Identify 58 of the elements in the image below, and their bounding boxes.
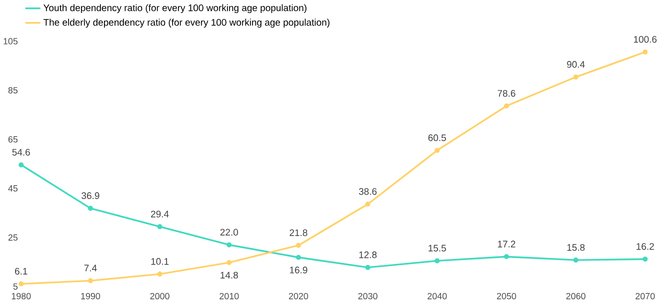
data-label: 38.6 [358, 188, 377, 195]
x-tick-label: 2050 [496, 292, 516, 300]
data-label: 12.8 [359, 251, 377, 258]
point [88, 206, 93, 211]
point [642, 256, 648, 262]
y-tick-label: 65 [8, 136, 18, 142]
data-label: 21.8 [290, 229, 308, 236]
point [157, 224, 162, 230]
data-label: 22.0 [220, 228, 238, 236]
y-tick-label: 105 [4, 38, 18, 44]
data-label: 6.1 [15, 268, 28, 274]
data-label: 15.8 [567, 244, 585, 251]
x-tick-label: 1980 [12, 292, 31, 300]
x-tick-label: 1990 [81, 292, 100, 300]
point [573, 74, 578, 80]
point [18, 281, 24, 286]
data-label: 90.4 [567, 60, 585, 68]
data-label: 29.4 [151, 210, 169, 218]
data-label: 15.5 [428, 244, 446, 252]
point [434, 258, 440, 264]
y-tick-label: 25 [8, 234, 18, 241]
x-tick-label: 2060 [566, 292, 586, 300]
point [157, 271, 162, 276]
data-label: 78.6 [498, 90, 516, 97]
data-label: 100.6 [634, 36, 657, 43]
point [365, 201, 370, 207]
data-label: 10.1 [151, 258, 169, 265]
legend-label: The elderly dependency ratio (for every 100 working age population) [44, 18, 330, 28]
data-label: 14.8 [220, 272, 238, 278]
y-tick-label: 85 [8, 86, 18, 94]
point [365, 264, 370, 270]
point [573, 257, 578, 262]
point [434, 148, 440, 153]
point [296, 242, 302, 248]
y-tick-label: 5 [13, 283, 18, 290]
point [226, 242, 232, 248]
x-tick-label: 2010 [220, 292, 239, 300]
point [296, 254, 302, 260]
x-tick-label: 2030 [358, 292, 378, 300]
data-label: 16.2 [636, 242, 654, 250]
y-tick-label: 45 [8, 185, 18, 192]
x-tick-label: 2040 [428, 292, 447, 300]
data-label: 16.9 [290, 266, 308, 274]
data-label: 7.4 [84, 264, 97, 272]
data-label: 60.5 [428, 134, 446, 141]
data-label: 36.9 [82, 192, 100, 199]
point [504, 254, 510, 260]
point [18, 162, 24, 168]
point [226, 260, 232, 265]
data-label: 54.6 [12, 148, 30, 156]
point [642, 49, 648, 54]
x-tick-label: 2070 [636, 292, 655, 300]
x-tick-label: 2020 [288, 292, 308, 300]
x-tick-label: 2000 [150, 292, 170, 300]
point [88, 278, 93, 284]
data-label: 17.2 [498, 240, 516, 248]
point [504, 103, 510, 108]
legend-label: Youth dependency ratio (for every 100 working age population) [44, 4, 306, 13]
